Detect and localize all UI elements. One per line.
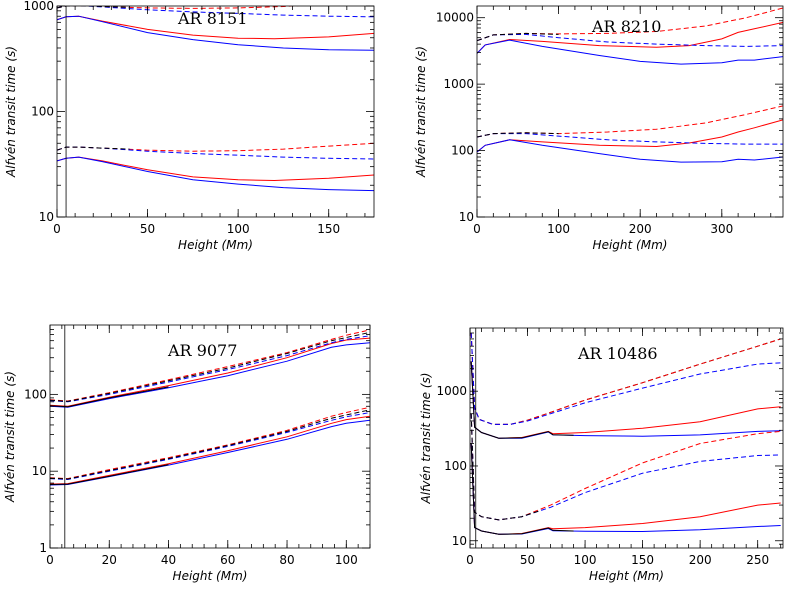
series-line-5 xyxy=(470,361,781,439)
x-tick-label: 250 xyxy=(746,553,769,567)
series-line-12 xyxy=(50,409,370,480)
series-line-10 xyxy=(50,406,370,480)
series-line-11 xyxy=(470,443,781,535)
series-line-6 xyxy=(470,361,574,439)
y-tick-label: 100 xyxy=(24,387,47,401)
y-tick-label: 100 xyxy=(451,144,474,158)
y-tick-label: 100 xyxy=(31,105,54,119)
y-tick-label: 1000 xyxy=(23,0,54,13)
series-line-2 xyxy=(470,332,781,425)
series-line-10 xyxy=(477,132,559,138)
chart-panel-1: 0 50 100 150 10 100 1000 Height (Mm) Alfvén tran… xyxy=(4,0,375,252)
x-tick-label: 0 xyxy=(473,222,481,236)
series-line-2 xyxy=(57,15,374,51)
series-group xyxy=(50,329,370,486)
series-group xyxy=(477,7,783,163)
chart-panel-3: 0 20 40 60 80 100 1 10 100 Height (Mm) Alfvén tran… xyxy=(3,324,371,583)
x-tick-label: 300 xyxy=(710,222,733,236)
x-tick-label: 150 xyxy=(317,222,340,236)
x-axis-title: Height (Mm) xyxy=(589,569,664,583)
y-axis-title: Alfvén transit time (s) xyxy=(3,371,17,503)
y-axis-title: Alfvén transit time (s) xyxy=(4,46,18,178)
series-group xyxy=(470,332,781,535)
y-axis-title: Alfvén transit time (s) xyxy=(419,373,433,505)
y-tick-label: 10000 xyxy=(436,11,474,25)
series-line-9 xyxy=(470,413,540,521)
y-tick-label: 1 xyxy=(39,541,47,555)
series-line-7 xyxy=(50,415,370,485)
y-tick-label: 10 xyxy=(459,210,474,224)
x-tick-label: 0 xyxy=(53,222,61,236)
panel-title: AR 8210 xyxy=(591,17,661,36)
series-line-2 xyxy=(50,342,370,408)
y-tick-label: 1000 xyxy=(443,77,474,91)
series-line-6 xyxy=(477,119,783,153)
series-line-6 xyxy=(50,331,370,402)
series-line-5 xyxy=(57,156,374,182)
series-group xyxy=(57,6,374,192)
panel-title: AR 9077 xyxy=(167,341,237,360)
y-tick-label: 10 xyxy=(32,464,47,478)
y-axis-title: Alfvén transit time (s) xyxy=(414,46,428,178)
series-line-4 xyxy=(57,6,374,18)
series-line-2 xyxy=(477,39,783,65)
series-line-8 xyxy=(57,146,374,160)
x-tick-label: 100 xyxy=(227,222,250,236)
x-tick-label: 100 xyxy=(574,553,597,567)
chart-panel-4: 0 50 100 150 200 250 10 100 1000 Height (Mm) Alfvé… xyxy=(419,327,784,583)
x-tick-label: 0 xyxy=(46,553,54,567)
series-line-3 xyxy=(470,332,781,425)
panel-title: AR 8151 xyxy=(177,9,247,28)
x-tick-label: 200 xyxy=(629,222,652,236)
series-line-10 xyxy=(57,146,130,151)
x-tick-label: 40 xyxy=(161,553,176,567)
x-axis-title: Height (Mm) xyxy=(593,238,668,252)
series-line-4 xyxy=(470,361,781,439)
series-line-7 xyxy=(477,139,783,163)
chart-panel-2: 0 100 200 300 10 100 1000 10000 Height (Mm) Alfvé… xyxy=(414,5,784,252)
x-tick-label: 100 xyxy=(547,222,570,236)
series-line-7 xyxy=(57,142,374,152)
series-line-8 xyxy=(50,419,370,486)
panel-title: AR 10486 xyxy=(577,344,658,363)
x-tick-label: 80 xyxy=(279,553,294,567)
y-tick-label: 10 xyxy=(39,210,54,224)
x-tick-label: 150 xyxy=(631,553,654,567)
series-line-3 xyxy=(57,6,301,9)
x-tick-label: 20 xyxy=(102,553,117,567)
x-tick-label: 0 xyxy=(466,553,474,567)
y-tick-label: 1000 xyxy=(436,384,467,398)
x-tick-label: 100 xyxy=(335,553,358,567)
plot-frame xyxy=(49,324,371,549)
series-line-11 xyxy=(50,412,370,481)
series-line-9 xyxy=(50,464,169,485)
series-line-4 xyxy=(50,329,370,402)
x-tick-label: 50 xyxy=(520,553,535,567)
plot-frame xyxy=(56,5,375,218)
x-tick-label: 60 xyxy=(220,553,235,567)
x-tick-label: 200 xyxy=(689,553,712,567)
plot-frame xyxy=(469,327,784,549)
y-tick-label: 100 xyxy=(444,459,467,473)
series-line-3 xyxy=(50,386,169,408)
x-axis-title: Height (Mm) xyxy=(178,238,253,252)
series-line-6 xyxy=(57,156,374,192)
x-axis-title: Height (Mm) xyxy=(173,569,248,583)
series-line-12 xyxy=(470,443,574,535)
plot-frame xyxy=(476,5,784,218)
x-tick-label: 50 xyxy=(140,222,155,236)
y-tick-label: 10 xyxy=(452,534,467,548)
series-line-5 xyxy=(50,335,370,403)
series-line-5 xyxy=(477,32,559,42)
series-line-10 xyxy=(470,443,781,535)
